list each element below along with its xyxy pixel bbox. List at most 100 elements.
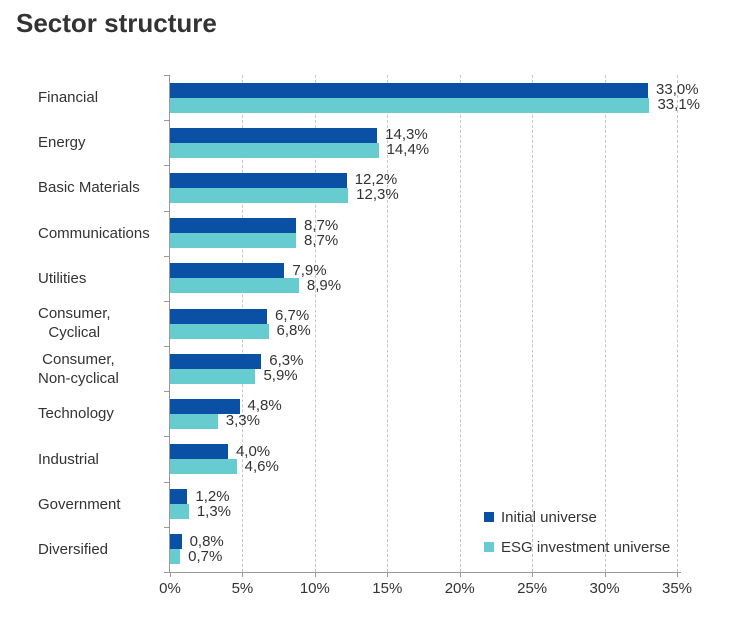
y-axis-tick xyxy=(164,482,169,483)
bar-initial-universe xyxy=(170,218,297,234)
category-label: Consumer, Non-cyclical xyxy=(0,346,170,391)
bar-initial-universe xyxy=(170,263,285,279)
value-label: 1,2% xyxy=(195,487,230,505)
value-label: 14,4% xyxy=(386,141,430,159)
category-label: Communications xyxy=(0,211,170,256)
category-label-text: Communications xyxy=(38,224,150,242)
x-axis-tick xyxy=(604,572,606,577)
bar-initial-universe xyxy=(170,353,262,369)
category-label: Technology xyxy=(0,391,170,436)
bar-esg-investment-universe xyxy=(170,504,189,520)
category-label-text: Technology xyxy=(38,405,114,423)
legend-label-initial-universe: Initial universe xyxy=(501,508,597,526)
gridline-35 xyxy=(677,75,678,572)
y-axis-tick xyxy=(164,75,169,76)
value-label: 4,0% xyxy=(235,442,271,460)
bar-esg-investment-universe xyxy=(170,278,299,294)
value-label: 8,7% xyxy=(304,216,339,234)
y-axis xyxy=(169,75,170,572)
gridline-20 xyxy=(459,75,461,572)
value-label: 4,6% xyxy=(244,457,279,475)
category-label-text: Diversified xyxy=(38,540,109,558)
value-label: 33,1% xyxy=(657,96,701,114)
bar-esg-investment-universe xyxy=(170,549,181,565)
y-axis-tick xyxy=(164,346,169,347)
x-tick-label-35: 35% xyxy=(661,580,693,597)
category-label-text: Basic Materials xyxy=(38,179,140,197)
value-label: 6,3% xyxy=(269,352,304,370)
bar-initial-universe xyxy=(170,444,228,460)
x-axis xyxy=(168,572,681,573)
legend-swatch-initial-universe xyxy=(484,512,494,522)
value-label: 7,9% xyxy=(292,261,327,279)
x-axis-tick xyxy=(314,572,316,577)
legend-swatch-esg-investment-universe xyxy=(484,542,494,552)
category-label: Utilities xyxy=(0,256,170,301)
page-title: Sector structure xyxy=(16,8,217,38)
value-label: 3,3% xyxy=(225,412,260,430)
gridline-15 xyxy=(387,75,389,572)
y-axis-tick xyxy=(164,256,169,257)
x-tick-label-20: 20% xyxy=(444,580,475,597)
x-tick-label-15: 15% xyxy=(372,580,403,597)
x-tick-label-0: 0% xyxy=(159,580,181,597)
bar-initial-universe xyxy=(170,534,182,550)
bar-initial-universe xyxy=(170,308,268,324)
y-axis-tick xyxy=(164,572,169,573)
x-tick-label-10: 10% xyxy=(299,580,330,597)
category-label-text: Government xyxy=(38,495,121,513)
category-label: Financial xyxy=(0,75,170,120)
value-label: 8,7% xyxy=(304,231,339,249)
x-tick-label-5: 5% xyxy=(231,580,254,597)
bar-esg-investment-universe xyxy=(170,187,349,203)
value-label: 6,8% xyxy=(276,322,311,339)
bar-initial-universe xyxy=(170,127,378,143)
category-label: Industrial xyxy=(0,436,170,481)
y-axis-tick xyxy=(164,436,169,437)
x-axis-tick xyxy=(532,572,534,577)
category-label: Consumer, Cyclical xyxy=(0,301,170,346)
legend-label-esg-investment-universe: ESG investment universe xyxy=(501,538,671,556)
bar-esg-investment-universe xyxy=(170,233,297,249)
category-label-text: Energy xyxy=(38,134,86,152)
bar-initial-universe xyxy=(170,398,240,414)
x-tick-label-25: 25% xyxy=(517,580,548,597)
y-axis-tick xyxy=(164,165,169,166)
y-axis-tick xyxy=(164,211,169,212)
value-label: 0,8% xyxy=(189,532,224,550)
x-axis-tick xyxy=(242,572,244,577)
x-axis-tick xyxy=(459,572,461,577)
y-axis-tick xyxy=(164,527,169,528)
value-label: 4,8% xyxy=(247,397,282,415)
category-label-text: Utilities xyxy=(38,269,87,287)
bar-initial-universe xyxy=(170,489,188,505)
x-tick-label-30: 30% xyxy=(589,580,620,597)
y-axis-tick xyxy=(164,391,169,392)
value-label: 5,9% xyxy=(263,367,298,385)
x-axis-tick xyxy=(170,572,171,577)
x-axis-tick xyxy=(677,572,678,577)
x-axis-tick xyxy=(387,572,389,577)
category-label: Basic Materials xyxy=(0,165,170,210)
y-axis-tick xyxy=(164,120,169,121)
value-label: 14,3% xyxy=(385,126,428,144)
legend-item-esg-investment-universe: ESG investment universe xyxy=(484,536,670,558)
gridline-10 xyxy=(314,75,316,572)
bar-esg-investment-universe xyxy=(170,368,256,384)
bar-initial-universe xyxy=(170,82,649,98)
category-label: Diversified xyxy=(0,527,170,572)
bar-initial-universe xyxy=(170,172,347,188)
category-label-text: Industrial xyxy=(38,450,99,468)
value-label: 1,3% xyxy=(196,502,232,520)
gridline-30 xyxy=(604,75,606,572)
category-label-text: Consumer, Non-cyclical xyxy=(38,350,119,387)
bar-esg-investment-universe xyxy=(170,323,269,339)
value-label: 8,9% xyxy=(306,276,342,294)
value-label: 6,7% xyxy=(275,307,310,324)
category-label-text: Consumer, Cyclical xyxy=(38,305,111,342)
value-label: 12,3% xyxy=(356,186,399,204)
legend: Initial universe ESG investment universe xyxy=(484,506,670,566)
gridline-25 xyxy=(532,75,534,572)
